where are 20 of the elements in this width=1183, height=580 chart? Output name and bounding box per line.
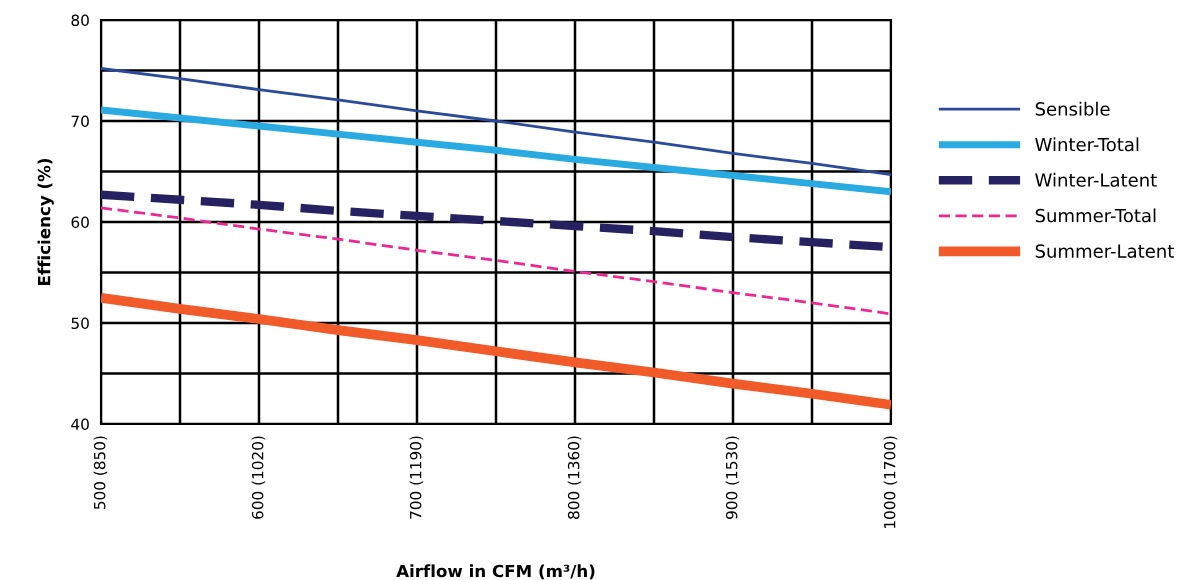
- x-tick-label: 700 (1190): [409, 436, 424, 519]
- legend-label: Sensible: [1035, 101, 1110, 116]
- y-axis-title: Efficiency (%): [37, 159, 54, 285]
- x-axis-title: Airflow in CFM (m³/h): [396, 564, 595, 580]
- y-tick-label: 70: [71, 115, 89, 128]
- x-tick-label: 1000 (1700): [883, 436, 898, 528]
- x-tick-label: 600 (1020): [251, 436, 266, 519]
- legend-label: Summer-Latent: [1035, 244, 1174, 258]
- y-tick-label: 40: [71, 418, 89, 431]
- x-tick-label: 500 (850): [93, 436, 108, 510]
- y-tick-label: 60: [71, 216, 89, 229]
- line-series: [101, 206, 891, 316]
- y-tick-label: 80: [71, 14, 89, 27]
- y-tick-label: 50: [71, 317, 89, 330]
- legend-label: Winter-Total: [1035, 137, 1139, 152]
- legend-label: Summer-Total: [1035, 208, 1156, 223]
- legend-label: Winter-Latent: [1035, 172, 1157, 187]
- x-tick-label: 900 (1530): [725, 436, 740, 519]
- x-tick-label: 800 (1360): [567, 436, 582, 519]
- line-series: [101, 67, 891, 176]
